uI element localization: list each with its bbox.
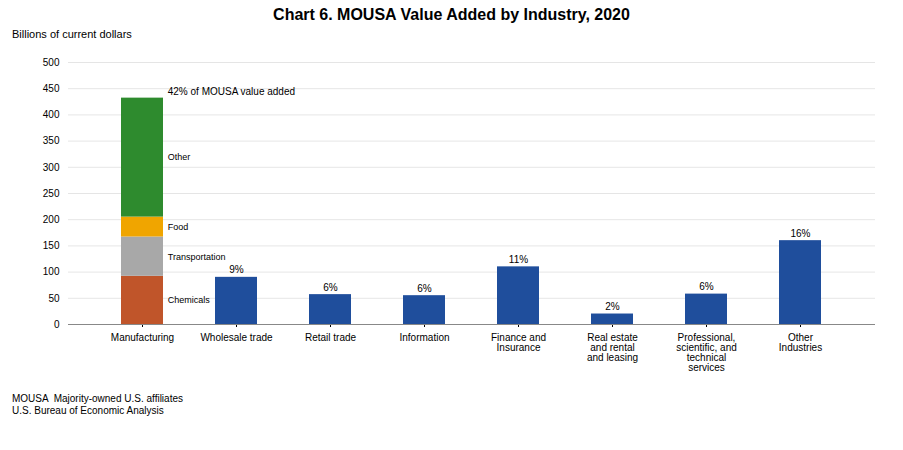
- svg-text:42% of MOUSA value added: 42% of MOUSA value added: [168, 86, 295, 97]
- svg-text:Wholesale trade: Wholesale trade: [200, 332, 273, 343]
- html-text:U.S. Bureau of Economic Analys: U.S. Bureau of Economic Analysis: [12, 405, 164, 416]
- svg-text:500: 500: [43, 57, 60, 68]
- svg-text:Finance andInsurance: Finance andInsurance: [491, 332, 546, 353]
- svg-text:Other: Other: [168, 152, 191, 162]
- svg-text:Food: Food: [168, 222, 189, 232]
- svg-text:6%: 6%: [323, 282, 338, 293]
- svg-text:11%: 11%: [509, 254, 528, 265]
- svg-text:0: 0: [54, 319, 60, 330]
- html-text:MOUSA Majority-owned U.S. affi: MOUSA Majority-owned U.S. affiliates: [12, 393, 183, 404]
- svg-text:Chemicals: Chemicals: [168, 295, 211, 305]
- svg-text:250: 250: [43, 188, 60, 199]
- svg-text:150: 150: [43, 240, 60, 251]
- svg-text:Manufacturing: Manufacturing: [111, 332, 174, 343]
- svg-text:2%: 2%: [605, 301, 620, 312]
- svg-text:200: 200: [43, 214, 60, 225]
- html-text:Billions of current dollars: Billions of current dollars: [12, 28, 132, 40]
- svg-text:Professional,scientific, andte: Professional,scientific, andtechnicalser…: [676, 332, 737, 373]
- svg-text:6%: 6%: [699, 281, 714, 292]
- svg-text:Retail trade: Retail trade: [305, 332, 357, 343]
- svg-text:50: 50: [48, 293, 60, 304]
- svg-text:300: 300: [43, 162, 60, 173]
- svg-text:100: 100: [43, 266, 60, 277]
- svg-text:Transportation: Transportation: [168, 252, 226, 262]
- svg-text:350: 350: [43, 135, 60, 146]
- svg-text:400: 400: [43, 109, 60, 120]
- svg-text:Real estateand rentaland leasi: Real estateand rentaland leasing: [587, 332, 638, 363]
- html-text:Chart 6. MOUSA Value Added by: Chart 6. MOUSA Value Added by Industry, …: [273, 6, 630, 23]
- svg-text:9%: 9%: [229, 264, 244, 275]
- svg-text:OtherIndustries: OtherIndustries: [779, 332, 822, 353]
- svg-text:450: 450: [43, 83, 60, 94]
- svg-text:6%: 6%: [417, 283, 432, 294]
- svg-text:Information: Information: [399, 332, 449, 343]
- svg-text:16%: 16%: [790, 228, 810, 239]
